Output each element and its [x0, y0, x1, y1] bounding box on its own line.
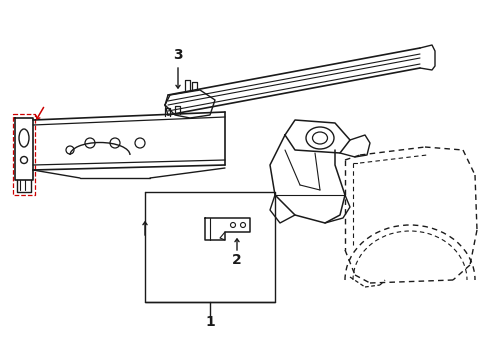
Text: 1: 1: [204, 315, 214, 329]
Text: 3: 3: [173, 48, 183, 62]
Text: 2: 2: [232, 253, 242, 267]
